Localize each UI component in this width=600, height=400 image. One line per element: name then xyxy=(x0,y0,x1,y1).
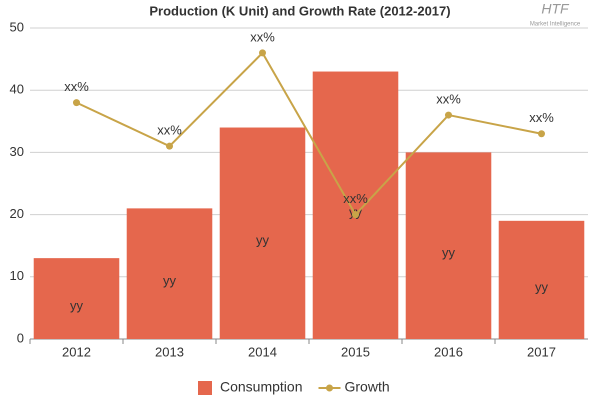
bar-label: yy xyxy=(163,273,177,288)
line-point xyxy=(73,99,80,107)
line-point xyxy=(538,130,545,138)
bar-label: yy xyxy=(535,279,549,294)
bar xyxy=(405,152,492,339)
line-label: xx% xyxy=(529,110,554,125)
x-tick-label: 2015 xyxy=(341,344,370,359)
x-tick-label: 2013 xyxy=(155,344,184,359)
line-point xyxy=(259,49,266,57)
x-tick-label: 2016 xyxy=(434,344,463,359)
y-tick-label: 50 xyxy=(10,19,24,34)
logo: HTF xyxy=(541,1,570,17)
bar-label: yy xyxy=(70,298,84,313)
legend-swatch xyxy=(326,384,333,392)
logo-tagline: Market Intelligence xyxy=(530,22,581,28)
bar-label: yy xyxy=(442,245,456,260)
line-point xyxy=(445,111,452,119)
line-label: xx% xyxy=(250,29,275,44)
line-label: xx% xyxy=(343,191,368,206)
bar-label: yy xyxy=(256,233,270,248)
bar xyxy=(33,258,120,339)
x-tick-label: 2014 xyxy=(248,344,277,359)
line-label: xx% xyxy=(436,92,461,107)
y-tick-label: 0 xyxy=(17,330,24,345)
legend-label: Consumption xyxy=(220,379,303,395)
legend-swatch xyxy=(198,381,212,395)
bar xyxy=(312,71,399,339)
x-tick-label: 2017 xyxy=(527,344,556,359)
y-tick-label: 10 xyxy=(10,268,24,283)
y-tick-label: 40 xyxy=(10,82,24,97)
line-point xyxy=(352,211,359,219)
line xyxy=(76,51,542,217)
line-label: xx% xyxy=(157,123,182,138)
bar xyxy=(498,220,585,339)
bar xyxy=(126,208,213,339)
bar xyxy=(219,127,306,340)
y-tick-label: 20 xyxy=(10,206,24,221)
y-tick-label: 30 xyxy=(10,144,24,159)
line-label: xx% xyxy=(64,79,89,94)
x-tick-label: 2012 xyxy=(62,344,91,359)
chart-title: Production (K Unit) and Growth Rate (201… xyxy=(149,3,450,18)
line-point xyxy=(166,142,173,150)
legend-label: Growth xyxy=(345,379,390,395)
